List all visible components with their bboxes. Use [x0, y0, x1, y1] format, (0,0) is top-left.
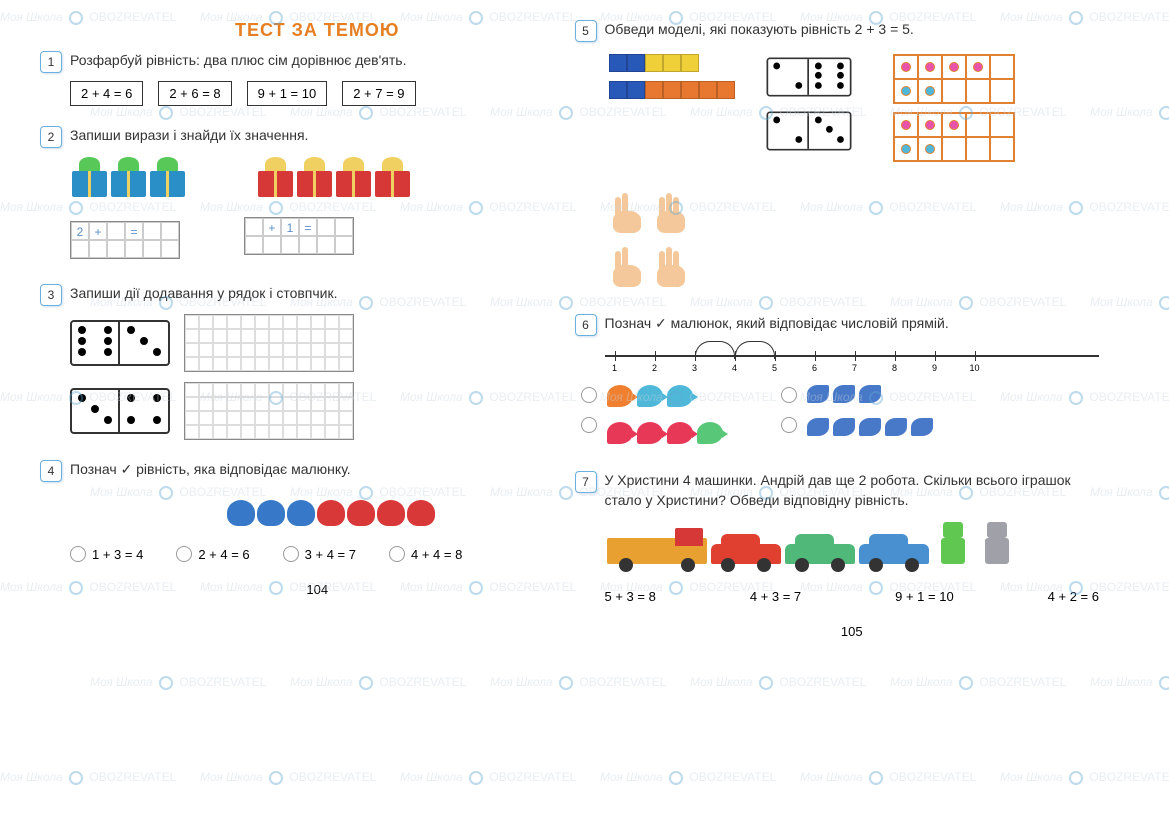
- t4-opt-1[interactable]: 2 + 4 = 6: [176, 546, 249, 562]
- t7-opt-3[interactable]: 4 + 2 = 6: [1048, 589, 1099, 604]
- t1-opt-1[interactable]: 2 + 6 = 8: [158, 81, 231, 106]
- parrots: [70, 489, 565, 536]
- task-1-options: 2 + 4 = 6 2 + 6 = 8 9 + 1 = 10 2 + 7 = 9: [70, 81, 565, 106]
- task-6-text: Познач ✓ малюнок, який відповідає числов…: [605, 314, 1100, 334]
- t3-row-1: [70, 314, 565, 372]
- task-5: 5 Обведи моделі, які показують рівність …: [605, 20, 1100, 294]
- t7-opt-1[interactable]: 4 + 3 = 7: [750, 589, 801, 604]
- domino-2: [70, 388, 170, 434]
- write-grid-2[interactable]: [184, 382, 354, 440]
- task-2-text: Запиши вирази і знайди їх значення.: [70, 126, 565, 146]
- task-num-5: 5: [575, 20, 597, 42]
- page-left: ТЕСТ ЗА ТЕМОЮ 1 Розфарбуй рівність: два …: [50, 20, 585, 639]
- t7-options: 5 + 3 = 8 4 + 3 = 7 9 + 1 = 10 4 + 2 = 6: [605, 589, 1100, 604]
- t4-options: 1 + 3 = 4 2 + 4 = 6 3 + 4 = 7 4 + 4 = 8: [70, 546, 565, 562]
- t5-tenframes[interactable]: [889, 50, 1019, 166]
- task-num-7: 7: [575, 471, 597, 493]
- task-3-text: Запиши дії додавання у рядок і стовпчик.: [70, 284, 565, 304]
- grid-input-1[interactable]: 2+=: [70, 221, 180, 259]
- t5-cubes[interactable]: [605, 50, 739, 104]
- write-grid-1[interactable]: [184, 314, 354, 372]
- task-3: 3 Запиши дії додавання у рядок і стовпчи…: [70, 284, 565, 440]
- number-line: 12345678910: [605, 343, 1100, 373]
- gifts-row: [70, 155, 565, 204]
- task-num-2: 2: [40, 126, 62, 148]
- grids-row: 2+= +1=: [70, 212, 565, 264]
- t1-opt-0[interactable]: 2 + 4 = 6: [70, 81, 143, 106]
- task-num-6: 6: [575, 314, 597, 336]
- task-num-1: 1: [40, 51, 62, 73]
- t5-hands[interactable]: [605, 186, 693, 294]
- domino-1: [70, 320, 170, 366]
- page-num-left: 104: [70, 582, 565, 597]
- task-1: 1 Розфарбуй рівність: два плюс сім дорів…: [70, 51, 565, 106]
- t5-dominoes[interactable]: [759, 50, 869, 158]
- t6-butterflies-col[interactable]: [805, 383, 935, 451]
- task-7: 7 У Христини 4 машинки. Андрій дав ще 2 …: [605, 471, 1100, 604]
- t3-row-2: [70, 382, 565, 440]
- task-4-text: Познач ✓ рівність, яка відповідає малюнк…: [70, 460, 565, 480]
- vehicles: [605, 520, 1100, 579]
- task-7-text: У Христини 4 машинки. Андрій дав ще 2 ро…: [605, 471, 1100, 510]
- page-right: 5 Обведи моделі, які показують рівність …: [585, 20, 1120, 639]
- task-num-3: 3: [40, 284, 62, 306]
- task-5-text: Обведи моделі, які показують рівність 2 …: [605, 20, 1100, 40]
- page-num-right: 105: [605, 624, 1100, 639]
- t4-opt-3[interactable]: 4 + 4 = 8: [389, 546, 462, 562]
- t7-opt-2[interactable]: 9 + 1 = 10: [895, 589, 954, 604]
- t4-opt-2[interactable]: 3 + 4 = 7: [283, 546, 356, 562]
- t1-opt-3[interactable]: 2 + 7 = 9: [342, 81, 415, 106]
- t7-opt-0[interactable]: 5 + 3 = 8: [605, 589, 656, 604]
- t4-opt-0[interactable]: 1 + 3 = 4: [70, 546, 143, 562]
- task-1-text: Розфарбуй рівність: два плюс сім дорівню…: [70, 51, 565, 71]
- task-4: 4 Познач ✓ рівність, яка відповідає малю…: [70, 460, 565, 563]
- task-2: 2 Запиши вирази і знайди їх значення. 2+…: [70, 126, 565, 265]
- t1-opt-2[interactable]: 9 + 1 = 10: [247, 81, 328, 106]
- grid-input-2[interactable]: +1=: [244, 217, 354, 255]
- task-num-4: 4: [40, 460, 62, 482]
- t6-birds-col[interactable]: [605, 383, 725, 451]
- page-title: ТЕСТ ЗА ТЕМОЮ: [70, 20, 565, 41]
- task-6: 6 Познач ✓ малюнок, який відповідає числ…: [605, 314, 1100, 452]
